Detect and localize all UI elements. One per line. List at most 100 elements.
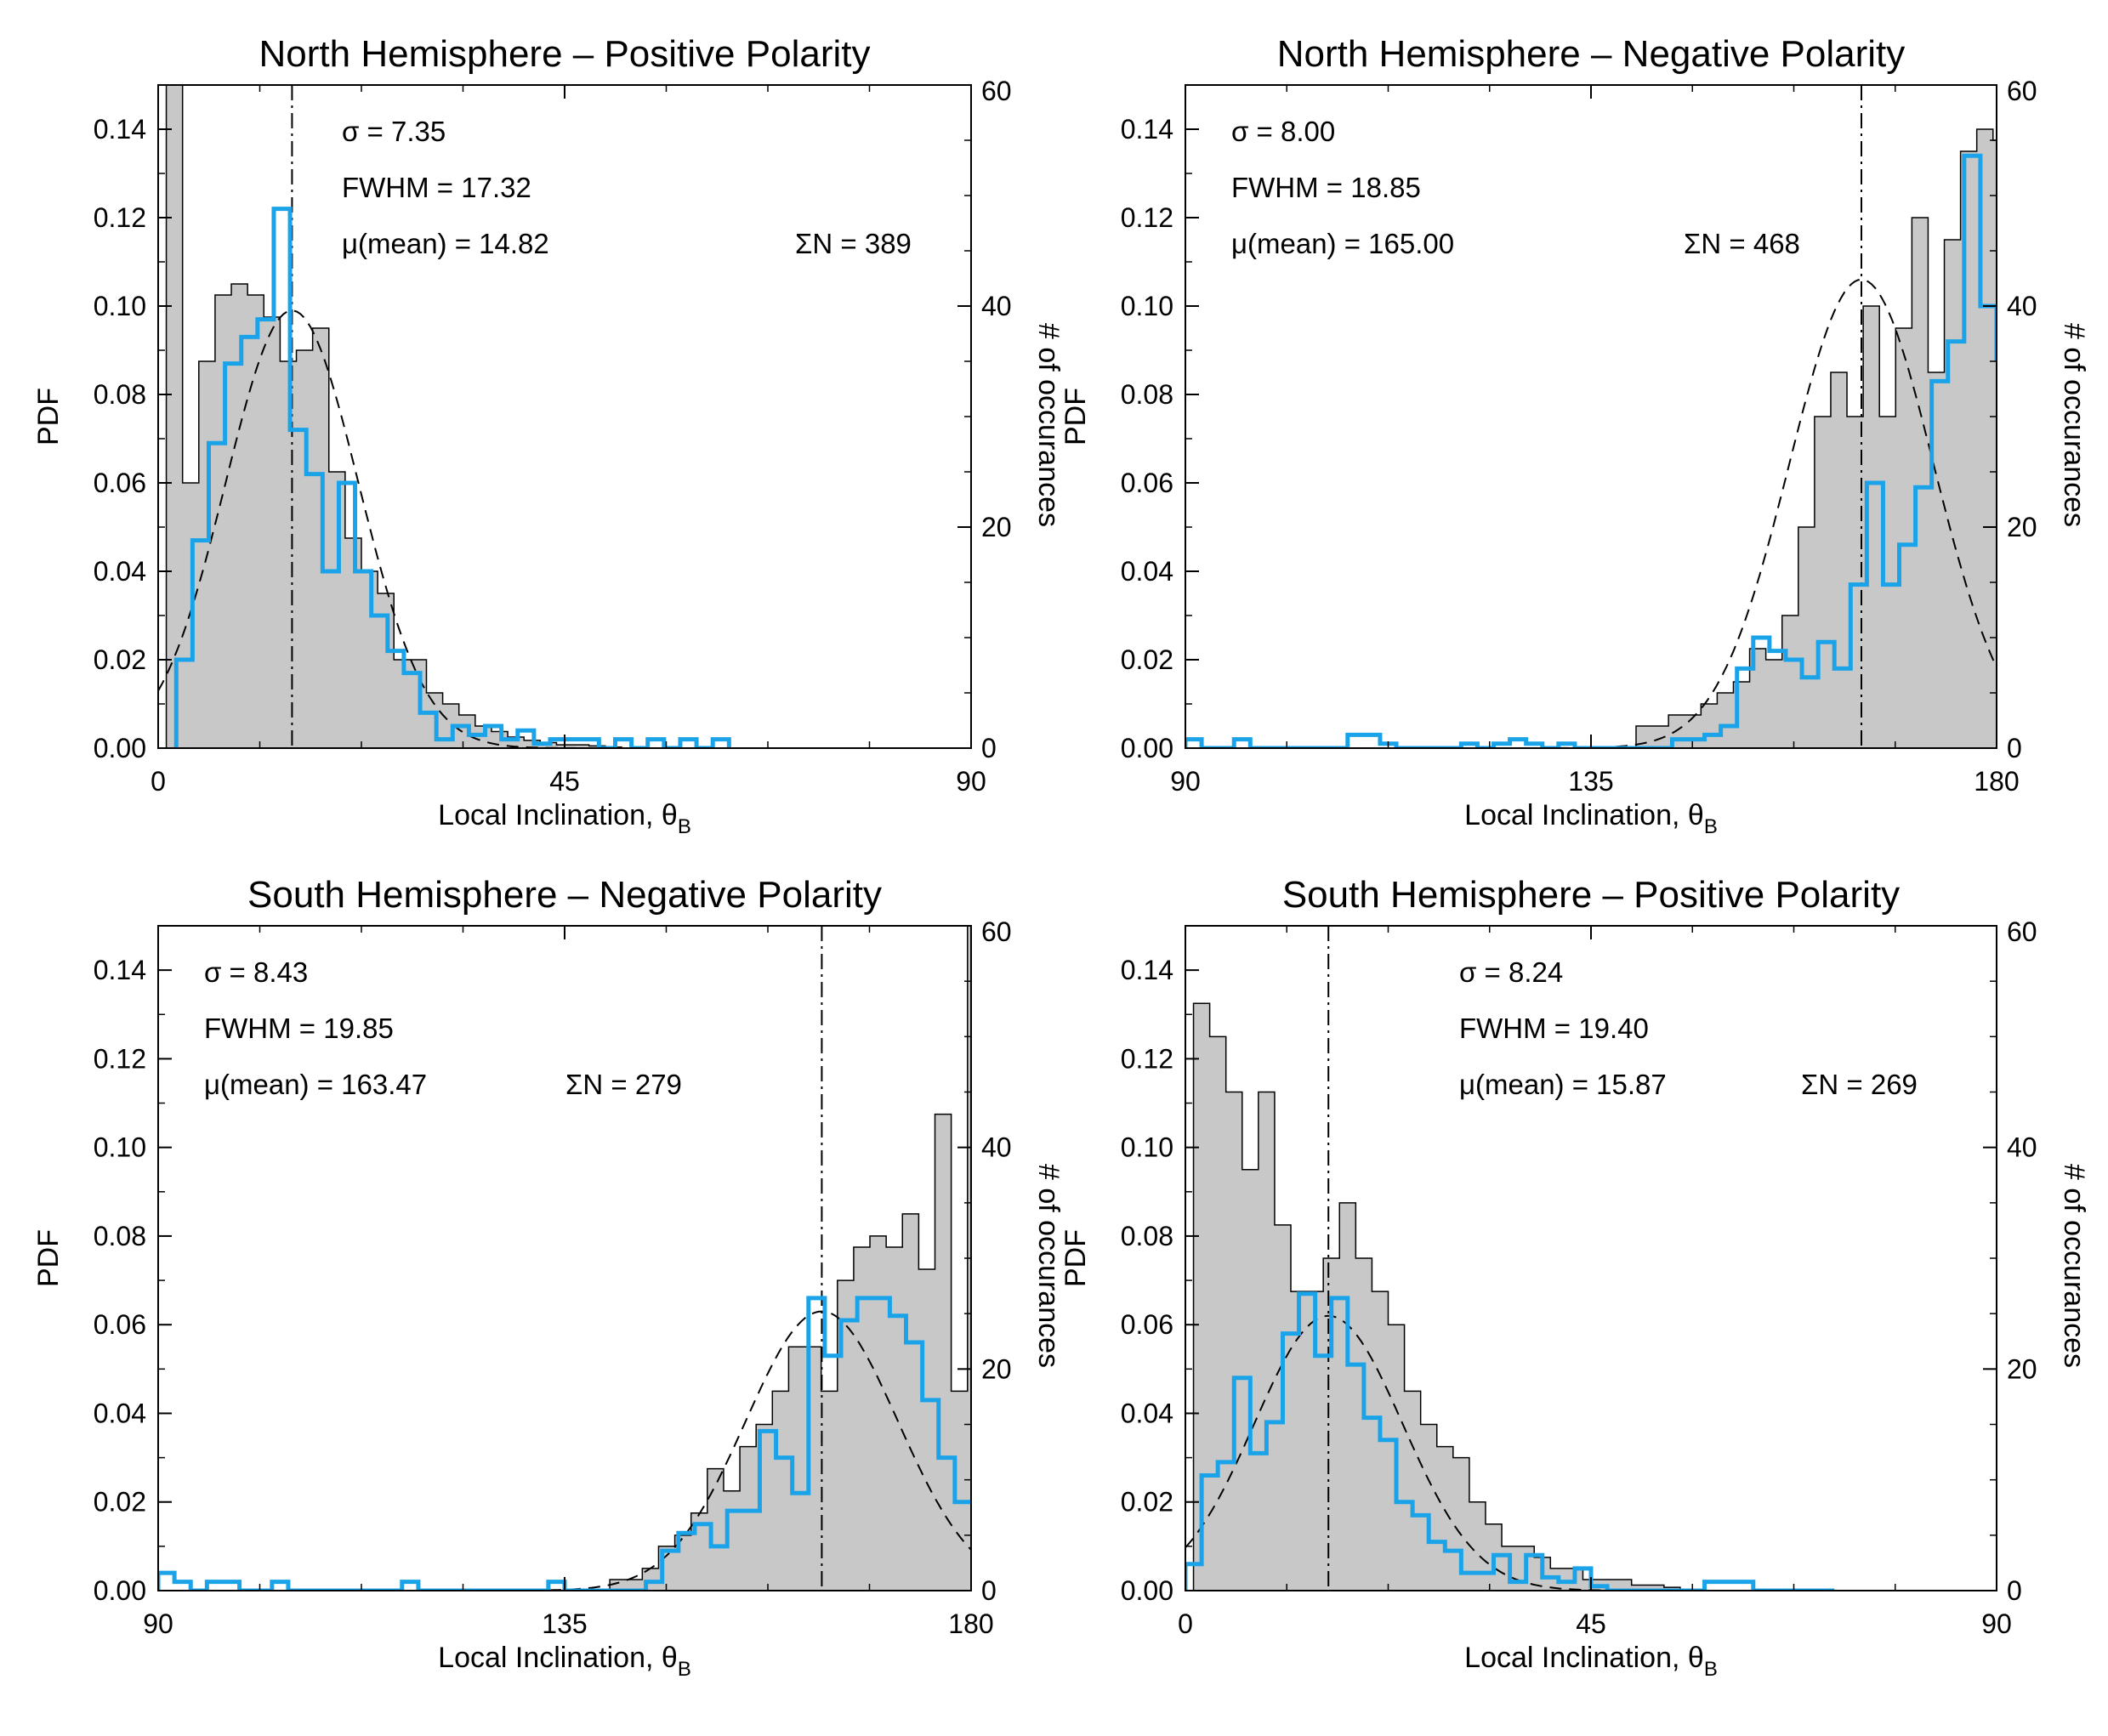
chart-panel-2: 0.000.020.040.060.080.100.120.1402040609…	[1060, 33, 2090, 838]
y-tick-label: 0.02	[94, 1487, 146, 1518]
blue-pdf-histogram	[158, 1296, 971, 1591]
y-tick-label: 0.10	[94, 1132, 146, 1163]
y-right-tick-label: 60	[981, 916, 1012, 947]
y-right-tick-label: 40	[981, 1132, 1012, 1163]
y-right-tick-label: 0	[981, 1575, 997, 1606]
x-tick-label: 0	[1178, 1608, 1193, 1639]
y-tick-label: 0.00	[1121, 1575, 1173, 1606]
y-tick-label: 0.02	[94, 644, 146, 675]
y-tick-label: 0.00	[1121, 733, 1173, 763]
chart-panel-1: 0.000.020.040.060.080.100.120.1402040600…	[32, 33, 1065, 838]
mean-text: μ(mean) = 14.82	[342, 228, 549, 259]
x-axis-label: Local Inclination, θB	[1464, 799, 1718, 838]
y-tick-label: 0.06	[1121, 468, 1173, 498]
y-tick-label: 0.02	[1121, 1487, 1173, 1518]
fwhm-text: FWHM = 17.32	[342, 172, 531, 203]
plot-area	[158, 926, 971, 1591]
y-axis-right: 0 20 40 60	[1983, 76, 2037, 763]
gaussian-fit-curve	[158, 1310, 971, 1591]
x-tick-label: 45	[549, 766, 580, 797]
fwhm-text: FWHM = 18.85	[1231, 172, 1421, 203]
chart-title: North Hemisphere – Positive Polarity	[259, 33, 871, 75]
y-right-tick-label: 20	[2007, 1353, 2037, 1384]
y-axis-right: 0 20 40 60	[957, 916, 1012, 1606]
x-axis: 90 135 180	[1170, 85, 2020, 797]
x-tick-label: 90	[1170, 766, 1201, 797]
count-text: ΣN = 279	[565, 1069, 682, 1100]
y-tick-label: 0.08	[1121, 1221, 1173, 1251]
y-right-tick-label: 40	[2007, 1132, 2037, 1163]
y-axis-left: 0.00 0.02 0.04 0.06 0.08 0.10 0.12 0.14	[1121, 114, 1199, 763]
x-tick-label: 135	[1568, 766, 1613, 797]
x-tick-label: 180	[1974, 766, 2019, 797]
y-tick-label: 0.06	[94, 1309, 146, 1340]
stats-annotation: σ = 8.00 FWHM = 18.85 μ(mean) = 165.00 ΣN =…	[1231, 116, 1800, 259]
fwhm-text: FWHM = 19.85	[204, 1013, 394, 1044]
fwhm-text: FWHM = 19.40	[1459, 1013, 1649, 1044]
y-right-tick-label: 20	[2007, 512, 2037, 542]
y-tick-label: 0.10	[1121, 1132, 1173, 1163]
x-axis-label: Local Inclination, θB	[438, 799, 691, 838]
chart-panel-3: 0.000.020.040.060.080.100.120.1402040609…	[32, 874, 1065, 1681]
y-axis-label: PDF	[32, 1229, 65, 1287]
chart-title: South Hemisphere – Positive Polarity	[1282, 874, 1900, 916]
sigma-text: σ = 8.43	[204, 956, 308, 988]
y-axis-right-label: # of occurances	[2058, 1164, 2090, 1368]
count-text: ΣN = 269	[1801, 1069, 1918, 1100]
sigma-text: σ = 7.35	[342, 116, 446, 147]
x-tick-label: 0	[151, 766, 166, 797]
x-tick-label: 90	[143, 1608, 173, 1639]
blue-pdf-histogram	[1185, 1291, 1835, 1591]
y-right-tick-label: 60	[2007, 76, 2037, 106]
y-tick-label: 0.04	[1121, 556, 1173, 587]
y-right-tick-label: 0	[2007, 1575, 2022, 1606]
y-tick-label: 0.14	[94, 955, 146, 985]
x-tick-label: 90	[956, 766, 986, 797]
stats-annotation: σ = 8.24 FWHM = 19.40 μ(mean) = 15.87 ΣN = …	[1459, 956, 1918, 1100]
mean-text: μ(mean) = 163.47	[204, 1069, 427, 1100]
y-tick-label: 0.08	[94, 379, 146, 410]
y-axis-left: 0.00 0.02 0.04 0.06 0.08 0.10 0.12 0.14	[94, 114, 172, 763]
gray-count-histogram	[609, 926, 971, 1591]
gray-count-histogram	[1192, 1002, 1681, 1591]
y-tick-label: 0.12	[1121, 1043, 1173, 1074]
x-tick-label: 45	[1576, 1608, 1606, 1639]
y-right-tick-label: 60	[981, 76, 1012, 106]
blue-pdf-histogram	[1185, 153, 1997, 748]
y-tick-label: 0.00	[94, 1575, 146, 1606]
stats-annotation: σ = 8.43 FWHM = 19.85 μ(mean) = 163.47 ΣN =…	[204, 956, 682, 1100]
y-right-tick-label: 60	[2007, 916, 2037, 947]
count-text: ΣN = 389	[795, 228, 912, 259]
y-tick-label: 0.06	[94, 468, 146, 498]
y-tick-label: 0.14	[1121, 955, 1173, 985]
blue-pdf-histogram	[173, 207, 731, 748]
mean-text: μ(mean) = 15.87	[1459, 1069, 1667, 1100]
y-tick-label: 0.06	[1121, 1309, 1173, 1340]
y-tick-label: 0.08	[1121, 379, 1173, 410]
count-text: ΣN = 468	[1684, 228, 1800, 259]
y-tick-label: 0.10	[94, 291, 146, 321]
y-tick-label: 0.12	[1121, 202, 1173, 233]
y-axis-left: 0.00 0.02 0.04 0.06 0.08 0.10 0.12 0.14	[1121, 955, 1199, 1606]
y-right-tick-label: 40	[2007, 291, 2037, 321]
y-axis-label: PDF	[1060, 388, 1092, 445]
y-tick-label: 0.04	[94, 556, 146, 587]
x-tick-label: 135	[542, 1608, 587, 1639]
y-axis-label: PDF	[32, 388, 65, 445]
y-tick-label: 0.10	[1121, 291, 1173, 321]
x-axis: 0 45 90	[1178, 926, 2012, 1639]
x-tick-label: 180	[948, 1608, 993, 1639]
y-right-tick-label: 20	[981, 512, 1012, 542]
plot-area	[1185, 85, 1997, 748]
x-axis: 0 45 90	[151, 85, 986, 797]
y-tick-label: 0.04	[1121, 1398, 1173, 1428]
chart-title: South Hemisphere – Negative Polarity	[247, 874, 882, 916]
y-tick-label: 0.04	[94, 1398, 146, 1428]
y-right-tick-label: 20	[981, 1353, 1012, 1384]
y-axis-right-label: # of occurances	[1032, 323, 1065, 527]
y-right-tick-label: 40	[981, 291, 1012, 321]
x-axis-label: Local Inclination, θB	[1464, 1642, 1718, 1681]
y-axis-left: 0.00 0.02 0.04 0.06 0.08 0.10 0.12 0.14	[94, 955, 172, 1606]
y-tick-label: 0.08	[94, 1221, 146, 1251]
